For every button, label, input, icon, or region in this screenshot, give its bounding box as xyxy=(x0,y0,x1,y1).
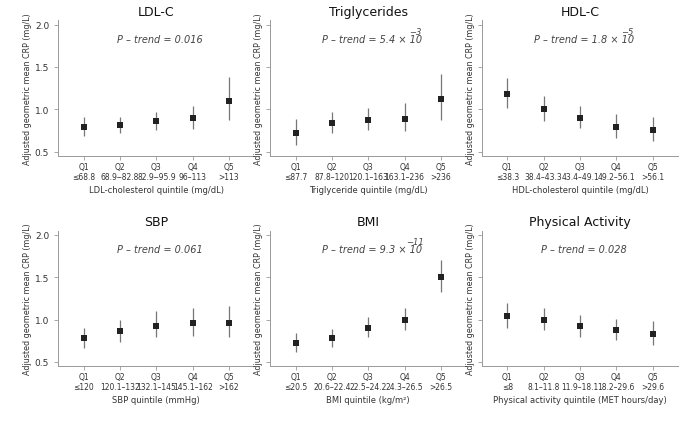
Point xyxy=(326,335,337,342)
Text: P – trend = 0.061: P – trend = 0.061 xyxy=(117,245,203,254)
Point xyxy=(538,106,549,113)
X-axis label: BMI quintile (kg/m²): BMI quintile (kg/m²) xyxy=(326,395,410,404)
Title: BMI: BMI xyxy=(357,216,379,228)
Point xyxy=(575,115,586,122)
Point xyxy=(78,124,89,131)
Point xyxy=(647,127,658,134)
Point xyxy=(436,274,447,281)
Point xyxy=(362,117,373,124)
X-axis label: HDL-cholesterol quintile (mg/dL): HDL-cholesterol quintile (mg/dL) xyxy=(512,186,649,195)
Y-axis label: Adjusted geometric mean CRP (mg/L): Adjusted geometric mean CRP (mg/L) xyxy=(23,223,32,374)
Point xyxy=(290,130,301,137)
Y-axis label: Adjusted geometric mean CRP (mg/L): Adjusted geometric mean CRP (mg/L) xyxy=(466,13,475,165)
Title: Triglycerides: Triglycerides xyxy=(329,6,408,19)
Y-axis label: Adjusted geometric mean CRP (mg/L): Adjusted geometric mean CRP (mg/L) xyxy=(466,223,475,374)
X-axis label: LDL-cholesterol quintile (mg/dL): LDL-cholesterol quintile (mg/dL) xyxy=(89,186,224,195)
Text: −11: −11 xyxy=(406,237,424,246)
Point xyxy=(151,118,162,125)
X-axis label: SBP quintile (mmHg): SBP quintile (mmHg) xyxy=(112,395,200,404)
Title: SBP: SBP xyxy=(145,216,169,228)
Point xyxy=(647,331,658,338)
Point xyxy=(151,322,162,329)
Point xyxy=(502,92,513,98)
Title: LDL-C: LDL-C xyxy=(138,6,175,19)
Point xyxy=(611,327,622,334)
Y-axis label: Adjusted geometric mean CRP (mg/L): Adjusted geometric mean CRP (mg/L) xyxy=(23,13,32,165)
Point xyxy=(187,320,198,327)
Point xyxy=(538,317,549,323)
Point xyxy=(502,313,513,320)
Point xyxy=(223,320,234,327)
Point xyxy=(399,116,410,123)
Title: Physical Activity: Physical Activity xyxy=(530,216,631,228)
Point xyxy=(575,323,586,330)
Text: −3: −3 xyxy=(409,28,421,37)
Text: P – trend = 1.8 × 10: P – trend = 1.8 × 10 xyxy=(534,35,634,45)
Text: P – trend = 9.3 × 10: P – trend = 9.3 × 10 xyxy=(322,245,422,254)
Point xyxy=(290,340,301,347)
Point xyxy=(114,123,125,130)
Y-axis label: Adjusted geometric mean CRP (mg/L): Adjusted geometric mean CRP (mg/L) xyxy=(254,13,263,165)
Point xyxy=(326,120,337,127)
Point xyxy=(223,98,234,105)
Point xyxy=(78,335,89,342)
Point xyxy=(436,97,447,104)
Text: P – trend = 0.028: P – trend = 0.028 xyxy=(541,245,627,254)
Point xyxy=(362,325,373,332)
Point xyxy=(114,328,125,335)
Text: P – trend = 0.016: P – trend = 0.016 xyxy=(117,35,203,45)
Title: HDL-C: HDL-C xyxy=(560,6,599,19)
Point xyxy=(399,317,410,323)
Text: −5: −5 xyxy=(621,28,634,37)
Text: P – trend = 5.4 × 10: P – trend = 5.4 × 10 xyxy=(322,35,422,45)
X-axis label: Physical activity quintile (MET hours/day): Physical activity quintile (MET hours/da… xyxy=(493,395,667,404)
Point xyxy=(611,124,622,131)
Point xyxy=(187,115,198,122)
Y-axis label: Adjusted geometric mean CRP (mg/L): Adjusted geometric mean CRP (mg/L) xyxy=(254,223,263,374)
X-axis label: Triglyceride quintile (mg/dL): Triglyceride quintile (mg/dL) xyxy=(309,186,427,195)
